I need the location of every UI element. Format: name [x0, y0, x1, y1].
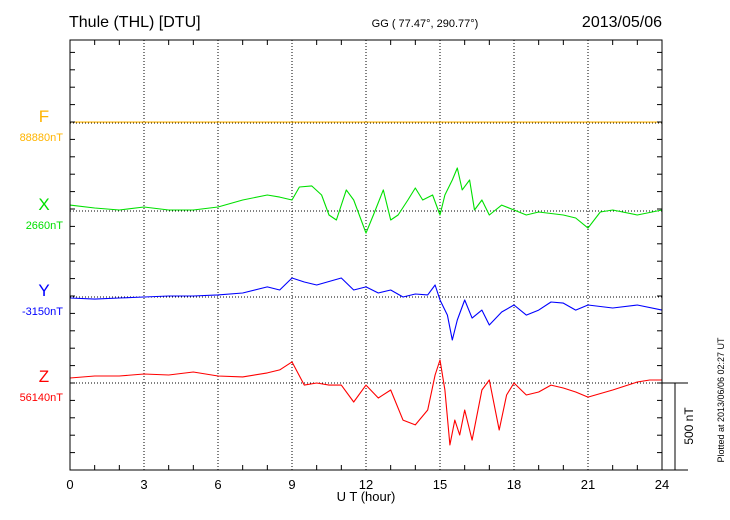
scale-bar-label: 500 nT [682, 407, 696, 445]
series-name-y: Y [38, 281, 49, 300]
series-line-x [69, 167, 663, 234]
series-name-x: X [38, 195, 49, 214]
series-lines [69, 121, 663, 446]
axis-ticks [70, 40, 662, 470]
x-tick-label: 3 [140, 477, 147, 492]
series-baseline-value-f: 88880nT [20, 132, 64, 144]
grid [70, 40, 662, 470]
x-tick-label: 12 [359, 477, 373, 492]
series-labels: F 88880nT X 2660nT Y -3150nT Z 56140nT [20, 107, 64, 404]
series-baseline-value-z: 56140nT [20, 392, 64, 404]
plotted-at-footer: Plotted at 2013/06/06 02:27 UT [716, 337, 726, 463]
series-line-z [69, 359, 662, 446]
series-name-f: F [39, 107, 49, 126]
chart-title: Thule (THL) [DTU] [69, 14, 201, 31]
series-baseline-value-x: 2660nT [26, 220, 64, 232]
x-axis-label: U T (hour) [337, 489, 396, 504]
series-baseline-value-y: -3150nT [22, 306, 63, 318]
series-line-y [69, 277, 663, 341]
x-tick-label: 15 [433, 477, 447, 492]
chart-subtitle: GG ( 77.47°, 290.77°) [372, 18, 479, 30]
x-tick-label: 9 [288, 477, 295, 492]
x-tick-label: 18 [507, 477, 521, 492]
plot-frame [69, 39, 663, 471]
x-tick-label: 21 [581, 477, 595, 492]
chart-date: 2013/05/06 [582, 14, 662, 31]
x-tick-label: 24 [655, 477, 669, 492]
x-tick-labels: 0 3 6 9 12 15 18 21 24 [66, 477, 669, 492]
scale-bar: 500 nT [662, 382, 696, 471]
x-tick-label: 0 [66, 477, 73, 492]
series-name-z: Z [39, 367, 49, 386]
x-tick-label: 6 [214, 477, 221, 492]
